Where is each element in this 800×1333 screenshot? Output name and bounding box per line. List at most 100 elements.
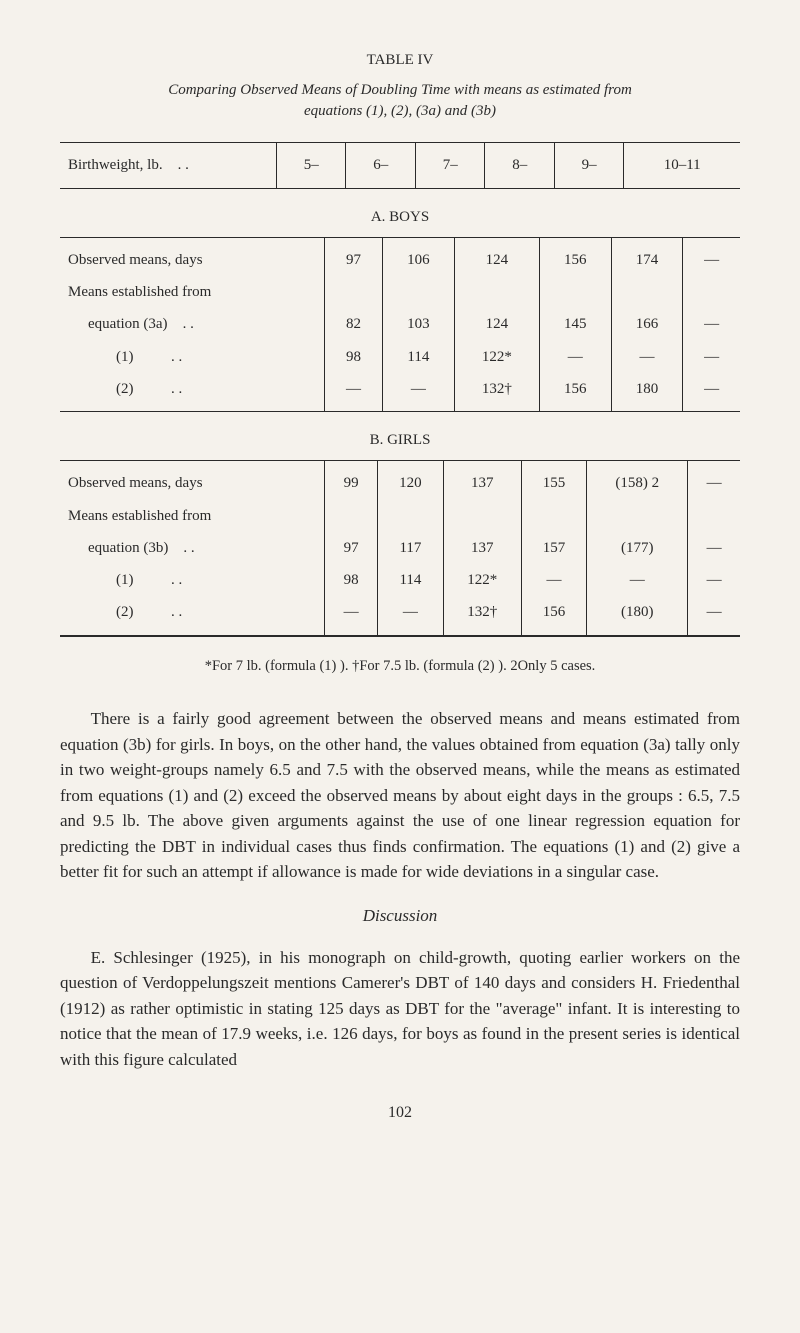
cell: 145 xyxy=(539,308,611,340)
cell xyxy=(611,276,683,308)
paragraph-1: There is a fairly good agreement between… xyxy=(60,706,740,885)
header-col-0: 5– xyxy=(277,143,346,188)
cell xyxy=(688,500,740,532)
table-caption-line2: equations (1), (2), (3a) and (3b) xyxy=(304,103,496,119)
table-caption: Comparing Observed Means of Doubling Tim… xyxy=(60,80,740,122)
boys-caption: A. BOYS xyxy=(60,207,740,227)
cell: — xyxy=(688,564,740,596)
cell: (177) xyxy=(587,532,688,564)
table-row: (2) . . — — 132† 156 (180) — xyxy=(60,596,740,635)
cell: — xyxy=(688,596,740,635)
cell: — xyxy=(688,461,740,500)
header-col-5: 10–11 xyxy=(624,143,740,188)
cell: 124 xyxy=(454,237,539,276)
cell: — xyxy=(683,237,740,276)
cell: — xyxy=(383,373,455,412)
cell: 117 xyxy=(378,532,444,564)
table-row: Means established from xyxy=(60,276,740,308)
row-label: Observed means, days xyxy=(60,237,325,276)
cell: — xyxy=(611,341,683,373)
header-table: Birthweight, lb. . . 5– 6– 7– 8– 9– 10–1… xyxy=(60,142,740,188)
cell: — xyxy=(683,341,740,373)
cell: 114 xyxy=(378,564,444,596)
cell: 156 xyxy=(521,596,587,635)
row-label: (1) . . xyxy=(60,564,325,596)
cell: — xyxy=(325,373,383,412)
row-label: (1) . . xyxy=(60,341,325,373)
table-row: (1) . . 98 114 122* — — — xyxy=(60,341,740,373)
header-label: Birthweight, lb. . . xyxy=(60,143,277,188)
cell: 122* xyxy=(454,341,539,373)
cell: — xyxy=(587,564,688,596)
cell: — xyxy=(325,596,378,635)
table-caption-line1: Comparing Observed Means of Doubling Tim… xyxy=(168,82,632,98)
row-label: Means established from xyxy=(60,276,325,308)
row-label: equation (3a) . . xyxy=(60,308,325,340)
cell: 180 xyxy=(611,373,683,412)
table-row: Observed means, days 97 106 124 156 174 … xyxy=(60,237,740,276)
cell: (180) xyxy=(587,596,688,635)
table-row: (1) . . 98 114 122* — — — xyxy=(60,564,740,596)
cell: 103 xyxy=(383,308,455,340)
cell: — xyxy=(539,341,611,373)
cell: 157 xyxy=(521,532,587,564)
cell xyxy=(539,276,611,308)
paragraph-2: E. Schlesinger (1925), in his monograph … xyxy=(60,945,740,1073)
cell: 156 xyxy=(539,237,611,276)
header-col-4: 9– xyxy=(554,143,623,188)
cell: 132† xyxy=(454,373,539,412)
cell: 97 xyxy=(325,532,378,564)
cell: 132† xyxy=(443,596,521,635)
header-col-3: 8– xyxy=(485,143,554,188)
table-row: equation (3a) . . 82 103 124 145 166 — xyxy=(60,308,740,340)
cell xyxy=(378,500,444,532)
cell: 122* xyxy=(443,564,521,596)
page-number: 102 xyxy=(60,1102,740,1124)
cell xyxy=(383,276,455,308)
table-footnote: *For 7 lb. (formula (1) ). †For 7.5 lb. … xyxy=(60,657,740,677)
cell xyxy=(325,276,383,308)
cell: — xyxy=(378,596,444,635)
cell: — xyxy=(683,308,740,340)
table-label: TABLE IV xyxy=(60,50,740,70)
cell: (158) 2 xyxy=(587,461,688,500)
cell: 166 xyxy=(611,308,683,340)
cell: — xyxy=(683,373,740,412)
table-row: equation (3b) . . 97 117 137 157 (177) — xyxy=(60,532,740,564)
row-label: Means established from xyxy=(60,500,325,532)
cell: 99 xyxy=(325,461,378,500)
cell: 97 xyxy=(325,237,383,276)
header-col-1: 6– xyxy=(346,143,415,188)
table-header-row: Birthweight, lb. . . 5– 6– 7– 8– 9– 10–1… xyxy=(60,143,740,188)
table-row: (2) . . — — 132† 156 180 — xyxy=(60,373,740,412)
row-label: equation (3b) . . xyxy=(60,532,325,564)
header-col-2: 7– xyxy=(415,143,484,188)
row-label: Observed means, days xyxy=(60,461,325,500)
cell: 137 xyxy=(443,532,521,564)
cell xyxy=(443,500,521,532)
cell: 98 xyxy=(325,564,378,596)
row-label: (2) . . xyxy=(60,373,325,412)
cell xyxy=(683,276,740,308)
cell xyxy=(454,276,539,308)
girls-caption: B. GIRLS xyxy=(60,430,740,450)
cell: 106 xyxy=(383,237,455,276)
cell: 137 xyxy=(443,461,521,500)
cell: — xyxy=(521,564,587,596)
cell: 155 xyxy=(521,461,587,500)
cell: 124 xyxy=(454,308,539,340)
cell: 120 xyxy=(378,461,444,500)
cell: 114 xyxy=(383,341,455,373)
boys-table: Observed means, days 97 106 124 156 174 … xyxy=(60,237,740,412)
cell xyxy=(521,500,587,532)
cell xyxy=(587,500,688,532)
girls-table: Observed means, days 99 120 137 155 (158… xyxy=(60,460,740,635)
table-row: Observed means, days 99 120 137 155 (158… xyxy=(60,461,740,500)
cell xyxy=(325,500,378,532)
discussion-heading: Discussion xyxy=(60,905,740,928)
cell: 98 xyxy=(325,341,383,373)
cell: 174 xyxy=(611,237,683,276)
cell: — xyxy=(688,532,740,564)
table-row: Means established from xyxy=(60,500,740,532)
cell: 156 xyxy=(539,373,611,412)
